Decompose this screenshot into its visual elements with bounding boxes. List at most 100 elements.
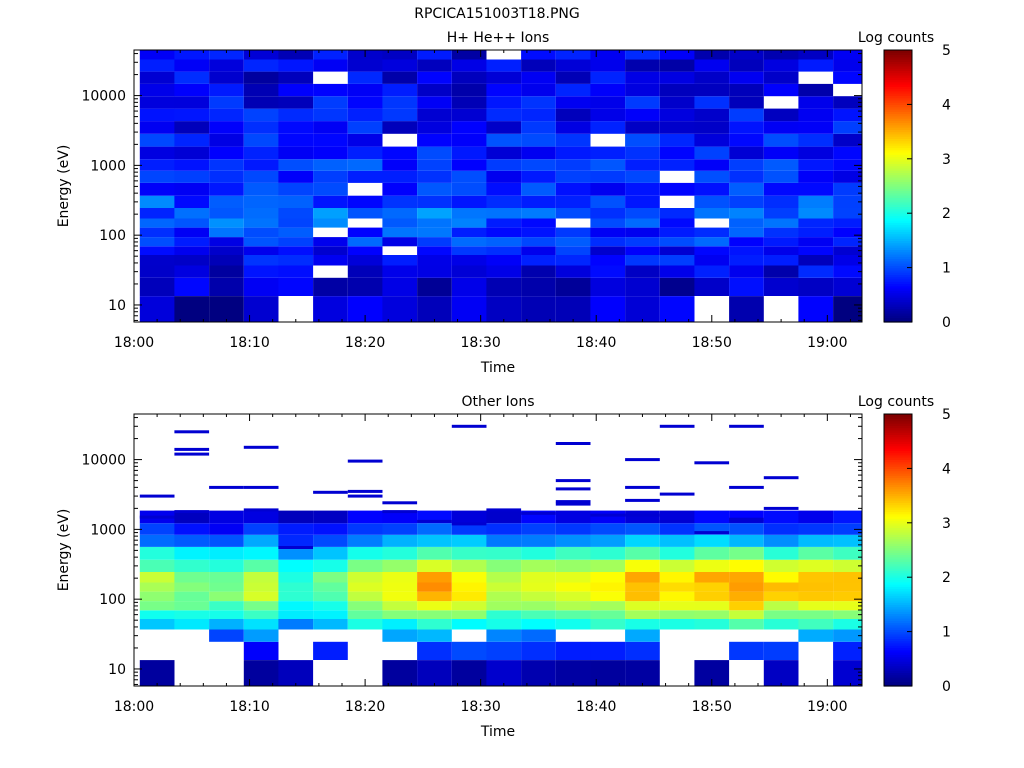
- heatmap-cell: [382, 559, 418, 572]
- colorbar-swatch: [884, 206, 912, 210]
- heatmap-cell: [729, 546, 764, 560]
- heatmap-cell: [278, 610, 314, 619]
- colorbar-swatch: [884, 579, 912, 583]
- colorbar-tick-label: 3: [942, 516, 951, 532]
- heatmap-cell: [694, 146, 730, 160]
- x-tick-label: 18:30: [460, 699, 500, 715]
- heatmap-cell: [313, 582, 348, 592]
- heatmap-cell: [798, 619, 834, 630]
- heatmap-cell: [833, 227, 862, 238]
- colorbar-swatch: [884, 416, 912, 420]
- heatmap-cell: [798, 582, 834, 592]
- heatmap-cell: [417, 277, 452, 296]
- heatmap-cell: [174, 83, 210, 97]
- heatmap-cell: [763, 277, 799, 296]
- colorbar-swatch: [884, 491, 912, 494]
- heatmap-cell: [729, 255, 764, 266]
- heatmap-cell: [625, 170, 660, 183]
- x-tick-label: 18:10: [229, 699, 269, 715]
- heatmap-cell: [590, 546, 626, 560]
- colorbar-swatch: [884, 129, 912, 133]
- heatmap-cell: [278, 546, 314, 549]
- colorbar-swatch: [884, 226, 912, 230]
- heatmap-cell: [729, 71, 764, 84]
- heatmap-cell: [313, 510, 348, 524]
- heatmap-cell: [763, 619, 799, 630]
- heatmap-cell: [659, 255, 695, 266]
- heatmap-cell: [209, 510, 244, 524]
- heatmap-cell: [174, 572, 210, 583]
- heatmap-cell: [174, 255, 210, 266]
- heatmap-cell: [833, 237, 862, 247]
- heatmap-cell: [659, 559, 695, 572]
- heatmap-cell: [243, 660, 279, 686]
- heatmap-cell: [278, 108, 314, 122]
- heatmap-cell: [694, 121, 730, 134]
- colorbar-swatch: [884, 201, 912, 205]
- colorbar-swatch: [884, 479, 912, 483]
- heatmap-cell: [313, 610, 348, 619]
- heatmap-cell: [833, 265, 862, 278]
- heatmap-cell: [590, 218, 626, 228]
- heatmap-cell: [278, 246, 314, 255]
- colorbar-swatch: [884, 613, 912, 617]
- heatmap-cell: [451, 265, 487, 278]
- heatmap-cell: [590, 237, 626, 247]
- heatmap-cell: [625, 601, 660, 611]
- heatmap-cell: [486, 195, 522, 208]
- heatmap-cell: [347, 494, 383, 498]
- heatmap-cell: [555, 133, 591, 147]
- heatmap-cell: [382, 96, 418, 109]
- heatmap-cell: [139, 208, 175, 219]
- heatmap-cell: [798, 296, 834, 322]
- heatmap-cell: [209, 296, 244, 322]
- heatmap-cell: [763, 227, 799, 238]
- heatmap-cell: [313, 296, 348, 322]
- colorbar-swatch: [884, 283, 912, 287]
- colorbar-swatch: [884, 52, 912, 56]
- heatmap-cell: [555, 108, 591, 122]
- heatmap-cell: [417, 83, 452, 97]
- colorbar-swatch: [884, 475, 912, 479]
- heatmap-cell: [694, 208, 730, 219]
- colorbar-tick-label: 0: [942, 315, 951, 331]
- colorbar-swatch: [884, 224, 912, 228]
- heatmap-cell: [659, 218, 695, 228]
- heatmap-cell: [833, 559, 862, 572]
- colorbar-swatch: [884, 263, 912, 266]
- heatmap-cell: [417, 146, 452, 160]
- heatmap-cell: [451, 246, 487, 255]
- heatmap-cell: [417, 296, 452, 322]
- heatmap-cell: [486, 296, 522, 322]
- heatmap-cell: [209, 159, 244, 171]
- heatmap-cell: [382, 660, 418, 686]
- heatmap-cell: [486, 133, 522, 147]
- heatmap-cell: [833, 660, 862, 686]
- heatmap-cell: [694, 461, 730, 465]
- heatmap-cell: [798, 510, 834, 524]
- heatmap-cell: [243, 59, 279, 72]
- heatmap-cell: [278, 83, 314, 97]
- colorbar-tick-label: 1: [942, 625, 951, 641]
- heatmap-cell: [139, 108, 175, 122]
- heatmap-cell: [486, 641, 522, 660]
- heatmap-cell: [555, 208, 591, 219]
- heatmap-cell: [694, 523, 730, 535]
- heatmap-cell: [174, 237, 210, 247]
- heatmap-cell: [243, 445, 279, 449]
- colorbar-swatch: [884, 215, 912, 219]
- figure-title: RPCICA151003T18.PNG: [414, 6, 579, 22]
- heatmap-cell: [694, 182, 730, 196]
- heatmap-cell: [313, 601, 348, 611]
- colorbar-swatch: [884, 545, 912, 549]
- heatmap-cell: [451, 59, 487, 72]
- heatmap-cell: [694, 237, 730, 247]
- heatmap-cell: [694, 601, 730, 611]
- heatmap-cell: [243, 195, 279, 208]
- heatmap-cell: [278, 591, 314, 602]
- heatmap-cell: [278, 572, 314, 583]
- colorbar-swatch: [884, 631, 912, 635]
- heatmap-cell: [521, 591, 556, 602]
- colorbar-swatch: [884, 652, 912, 655]
- heatmap-cell: [382, 195, 418, 208]
